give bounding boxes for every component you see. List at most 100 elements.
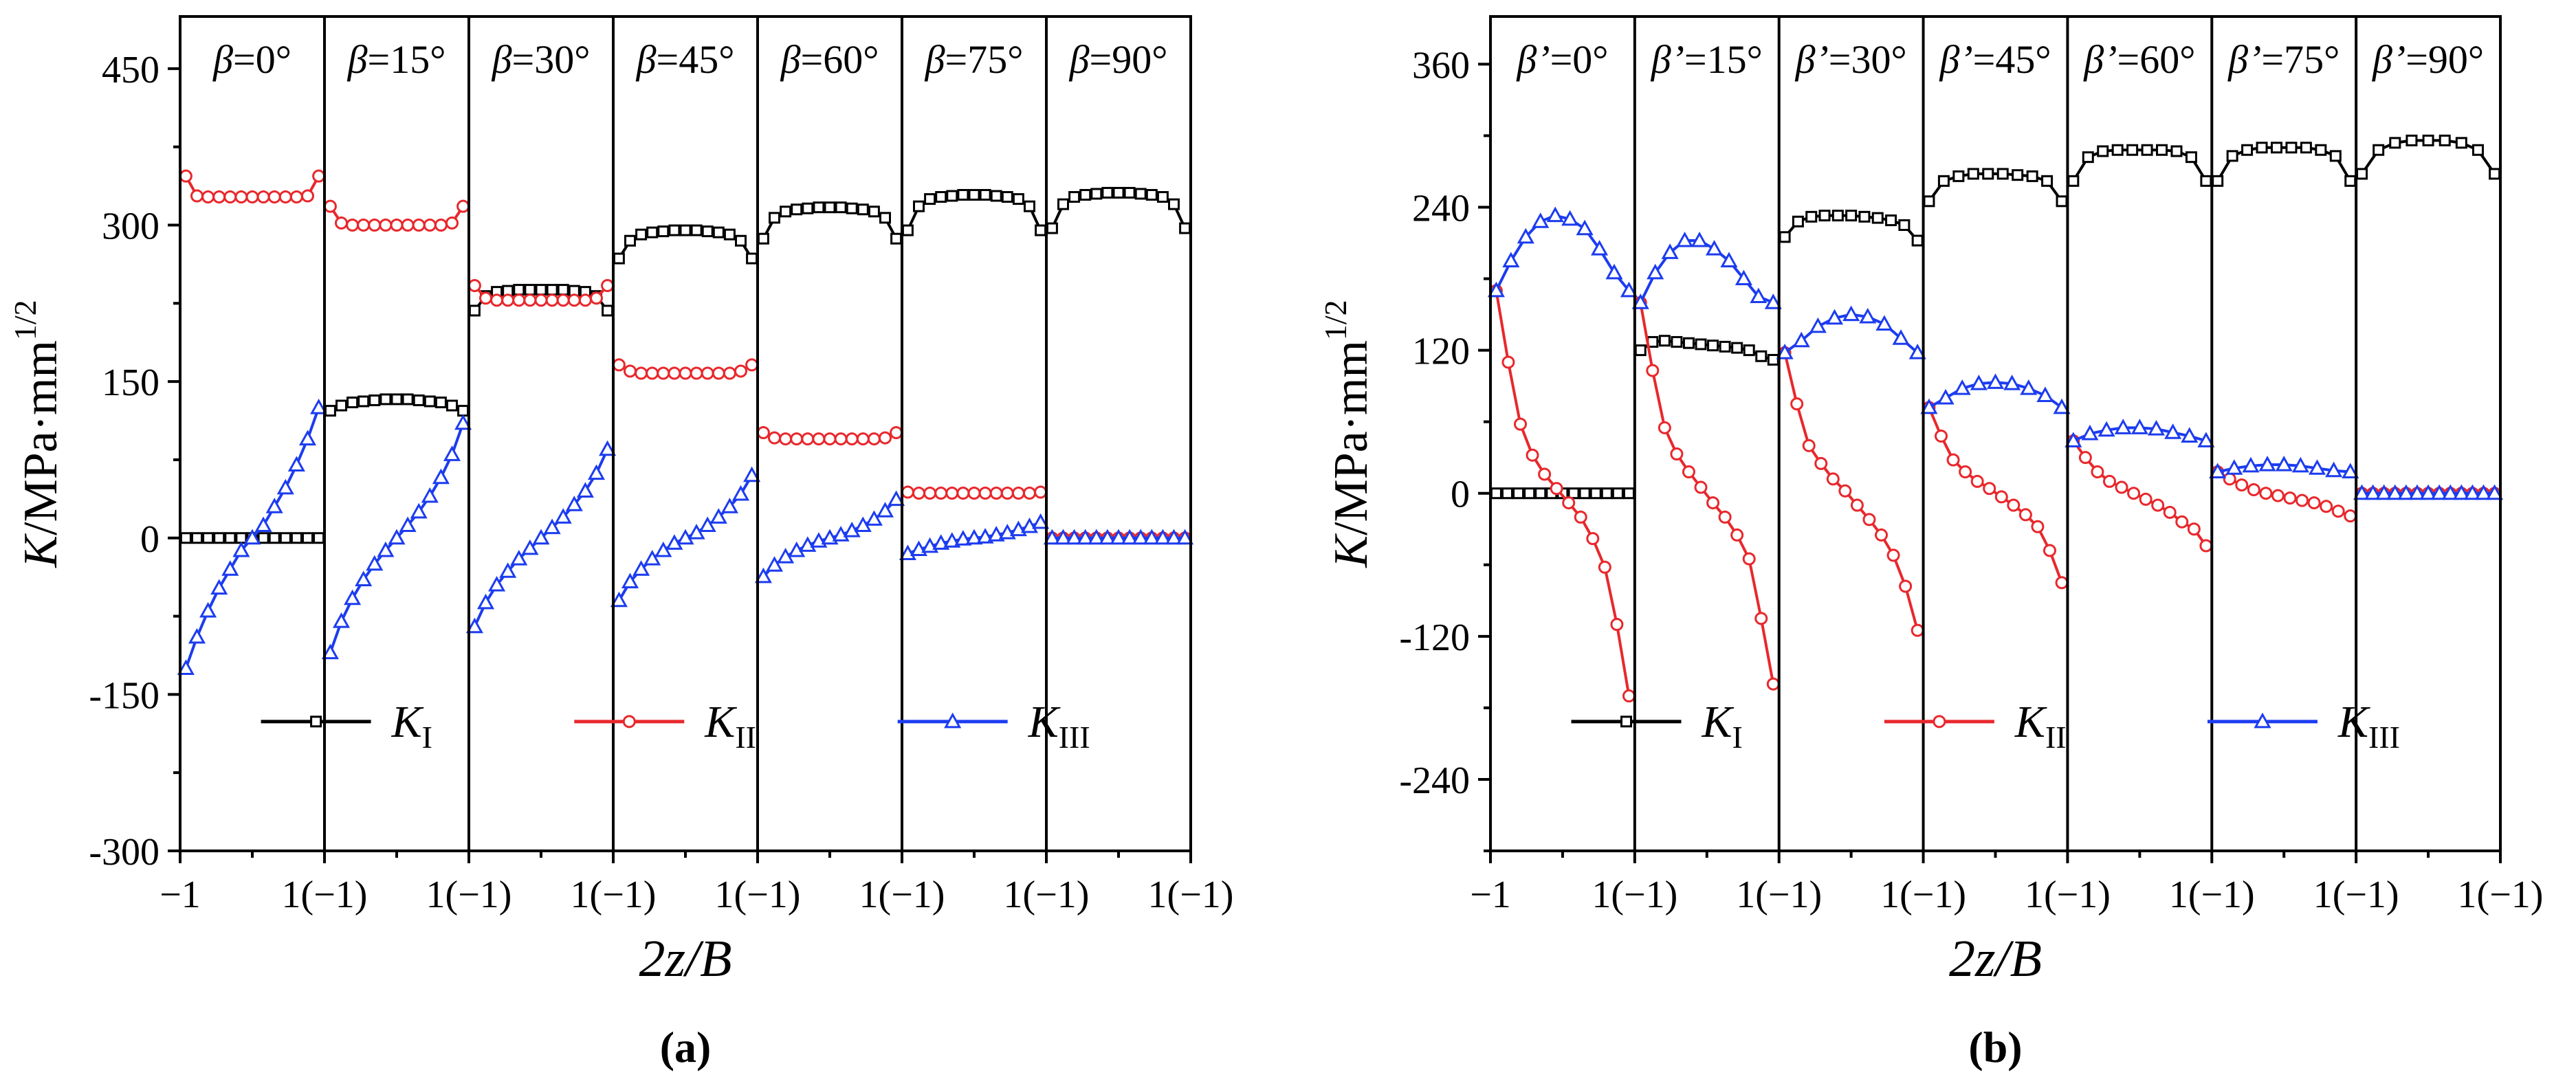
series-KIII-point: [1132, 529, 1149, 545]
series-KII-point: [1000, 486, 1014, 500]
series-KII-point: [657, 366, 670, 380]
series-KII-point: [256, 190, 270, 204]
series-KI-point: [224, 532, 236, 544]
series-KI-point: [2141, 144, 2153, 156]
series-KII-point: [1802, 438, 1816, 452]
series-KII-point: [2007, 498, 2021, 512]
series-KII-point: [1034, 485, 1048, 499]
series-KI-point: [524, 284, 536, 296]
series-KIII-point: [1502, 252, 1520, 268]
series-KIII-point: [210, 579, 228, 595]
panel-heading-part: =0°: [233, 37, 291, 82]
panel-heading: β’=30°: [1795, 37, 1907, 82]
series-KII-point: [490, 293, 504, 307]
series-KIII-point: [2081, 424, 2099, 441]
series-KII-point: [945, 486, 959, 500]
series-KII-point: [234, 190, 248, 204]
series-KIII-point: [1591, 240, 1609, 256]
series-KI-point: [1589, 487, 1602, 500]
y-axis-title-part: K: [1325, 533, 1378, 568]
series-KII-point: [1562, 496, 1576, 510]
series-KI-point: [1682, 337, 1695, 349]
legend-KI-label: KI: [391, 697, 432, 755]
series-KIII-point: [332, 612, 351, 628]
series-KIII-point: [2036, 386, 2054, 403]
series-KI-point: [746, 252, 758, 265]
series-KI-point: [1534, 487, 1547, 500]
series-KII-point: [790, 432, 804, 446]
series-KIII-point: [2114, 419, 2132, 434]
series-KIII-point: [2386, 484, 2404, 500]
series-KIII-point: [188, 628, 206, 644]
series-KI-point: [535, 284, 547, 296]
series-KIII-point: [2098, 421, 2115, 437]
panel-heading-part: β: [492, 37, 512, 82]
series-KII-point: [1586, 532, 1600, 546]
series-KII-point: [745, 358, 759, 372]
panel-heading-part: =90°: [2406, 37, 2484, 82]
series-KIII-point: [1487, 281, 1505, 298]
series-KI-point: [1695, 338, 1707, 351]
series-KII-point: [1538, 467, 1552, 481]
chart-b: -240 -120 0 120 240 360 −1 1(−1) 1(−1) 1(−1) 1(−1)…: [1318, 15, 2543, 1072]
series-KI-point: [379, 393, 392, 406]
series-KI-point: [1523, 487, 1536, 500]
series-KIII-point: [2275, 456, 2293, 471]
series-KII-point: [379, 219, 393, 232]
panel-heading: β=15°: [347, 37, 446, 82]
series-KII-point: [1550, 482, 1563, 496]
series-KI-point: [2185, 151, 2197, 164]
series-KIII-point: [2181, 427, 2199, 443]
series-KI-point: [2344, 175, 2357, 187]
panel-heading-part: β: [212, 37, 233, 82]
series-KIII-point: [654, 541, 672, 557]
series-KII-point: [523, 293, 537, 307]
series-KIII-point: [476, 593, 495, 610]
series-KIII-point: [1986, 373, 2005, 389]
series-KI-point: [1719, 340, 1731, 353]
series-KII-point: [1754, 612, 1768, 625]
series-KIII-point: [1875, 315, 1893, 331]
series-KIII-point: [1720, 252, 1738, 268]
series-KIII-point: [2258, 456, 2276, 471]
series-KIII-point: [1561, 210, 1579, 226]
series-KII-point: [2307, 496, 2321, 510]
series-KI-point: [1923, 195, 1935, 208]
series-KII-point: [1706, 496, 1720, 510]
series-KII-point: [1526, 448, 1539, 462]
series-KI-point: [2489, 168, 2501, 180]
chart-a: -300 -150 0 150 300 450 −1 1(−1) 1(−1) 1(−1) 1(−1)…: [8, 15, 1233, 1072]
series-KI-point: [679, 224, 692, 236]
legend-KII-marker: [1933, 715, 1946, 729]
series-KIII-point: [2242, 456, 2260, 473]
panel-heading-part: =0°: [1550, 37, 1609, 82]
series-KI-point: [1079, 188, 1092, 201]
series-KII-point: [1862, 513, 1876, 526]
series-KIII-point: [1892, 329, 1910, 345]
series-KI-point: [1967, 168, 1979, 180]
series-KII-point: [779, 432, 793, 446]
series-KI-point: [712, 226, 725, 238]
series-KI-point: [2026, 170, 2038, 182]
series-KII-point: [867, 432, 881, 446]
series-KII-point: [2187, 522, 2201, 536]
series-KI-point: [1767, 353, 1779, 366]
series-KIII-point: [743, 466, 761, 482]
series-KI-point: [1501, 487, 1513, 500]
series-KI-point: [1885, 214, 1897, 227]
series-KI-point: [235, 532, 247, 544]
series-KI-point: [368, 394, 381, 406]
series-KII-point: [479, 291, 492, 305]
series-KI-point: [2226, 150, 2238, 162]
series-KII-point: [912, 486, 925, 500]
series-KI-point: [1057, 198, 1069, 210]
series-KII-point: [1023, 486, 1036, 500]
series-KII-point: [368, 219, 382, 232]
series-KI-point: [1512, 487, 1525, 500]
series-KI-point: [1779, 231, 1791, 243]
series-KIII-point: [1970, 375, 1988, 390]
x-tick-label: 1(−1): [571, 874, 657, 916]
panel-heading-part: =45°: [1973, 37, 2051, 82]
series-KII-point: [956, 486, 970, 500]
series-KII-point: [1610, 617, 1624, 631]
